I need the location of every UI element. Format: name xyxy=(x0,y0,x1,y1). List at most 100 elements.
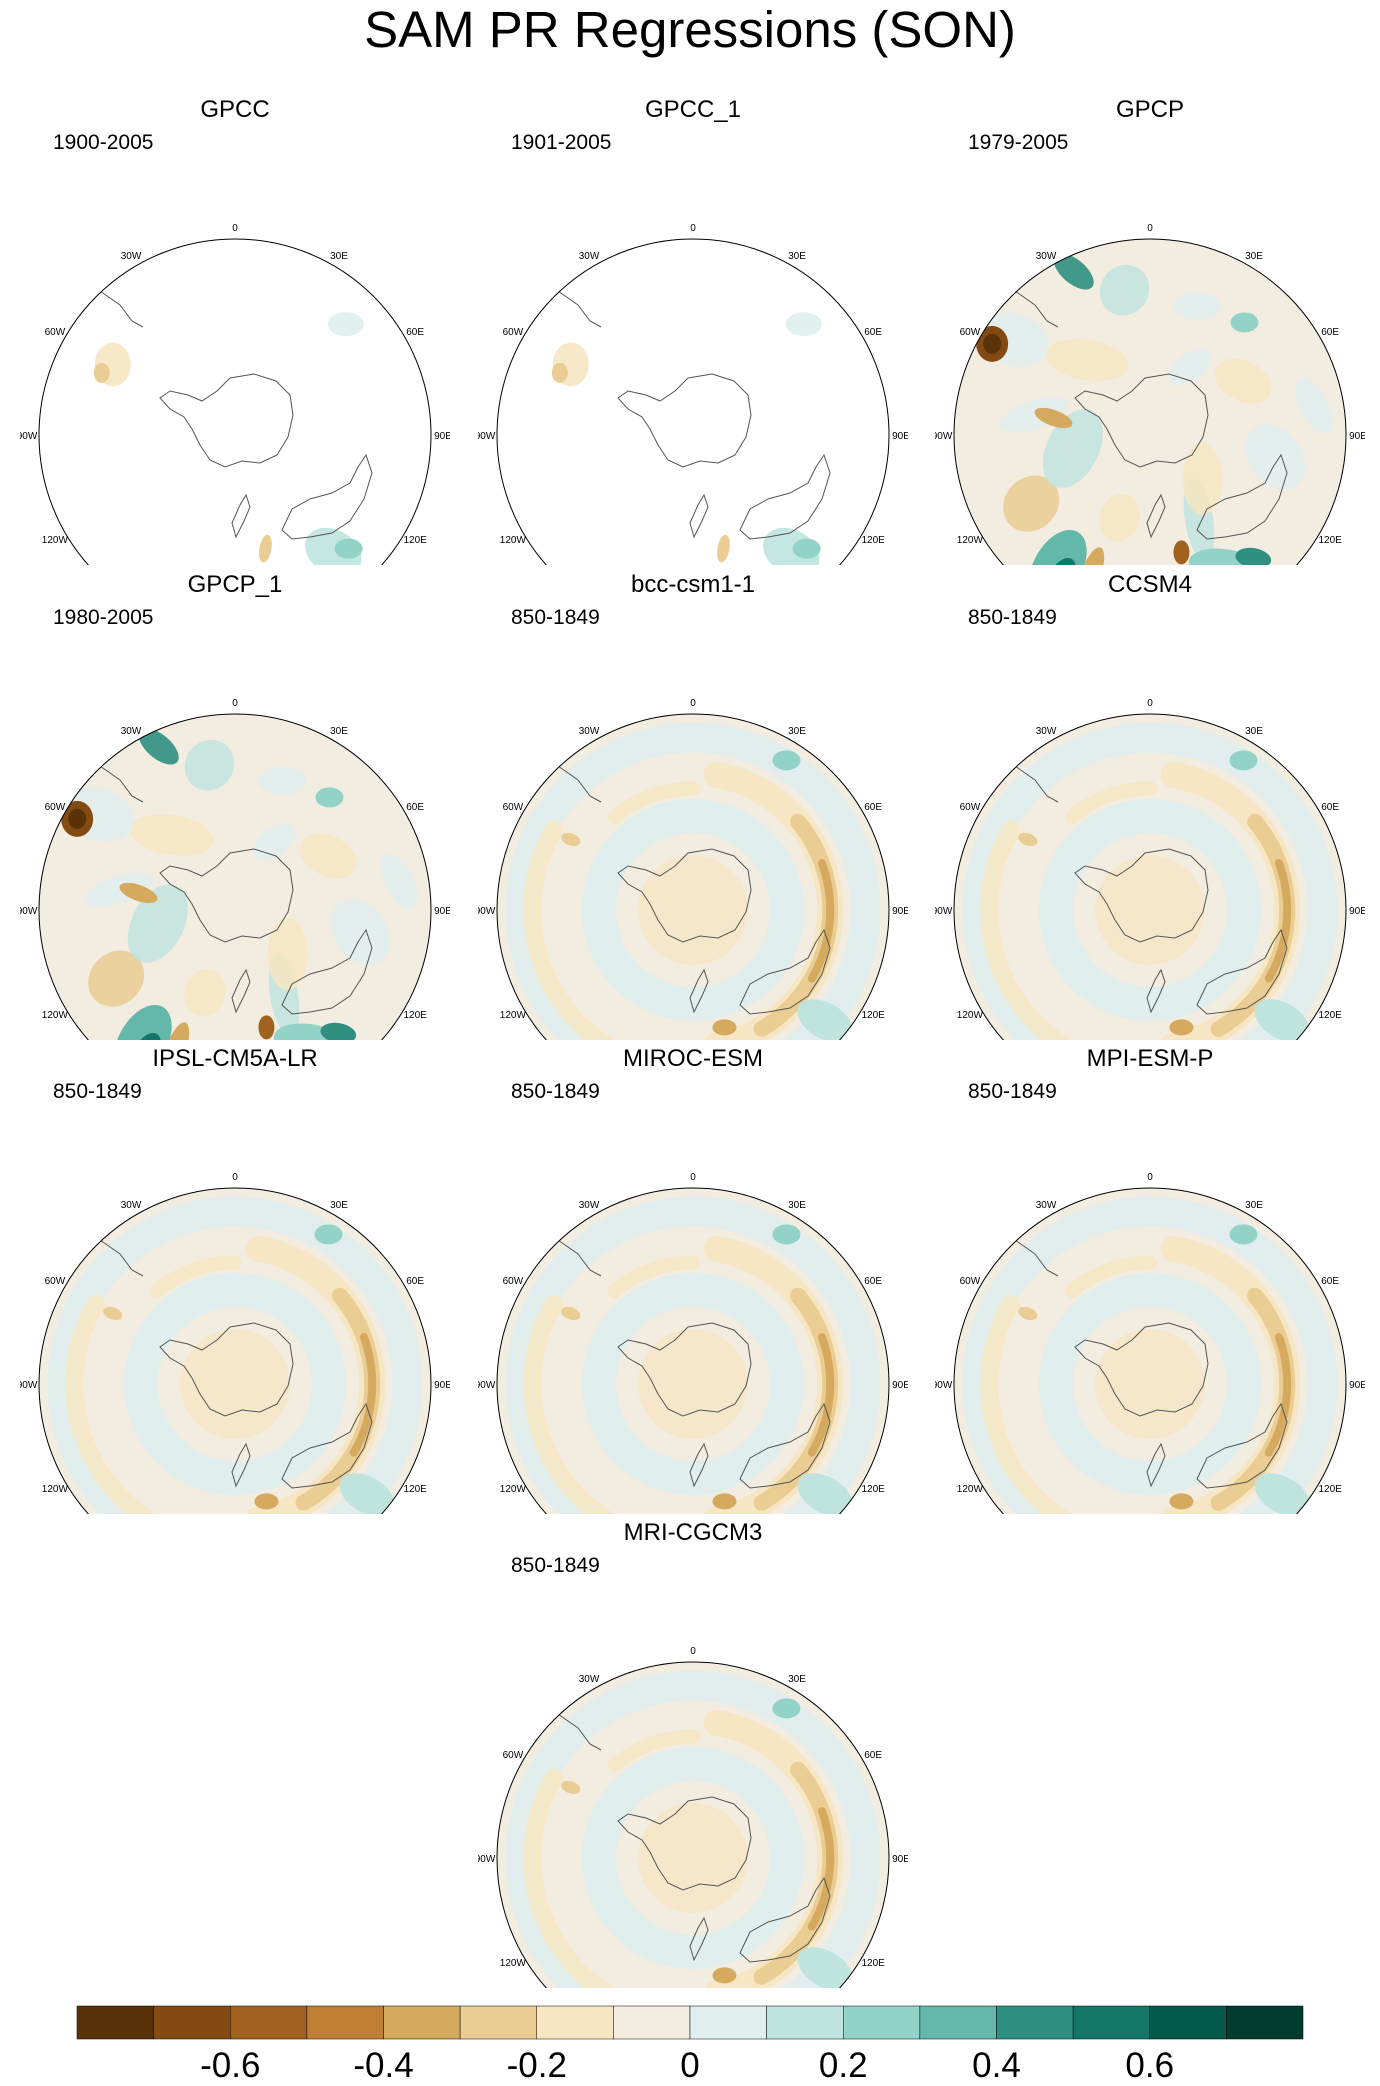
longitude-label: 60W xyxy=(45,802,66,813)
longitude-label: 60W xyxy=(960,327,981,338)
longitude-label: 0 xyxy=(690,223,696,234)
longitude-label: 90E xyxy=(892,1380,908,1391)
longitude-label: 60E xyxy=(864,1276,882,1287)
longitude-label: 90W xyxy=(478,906,496,917)
longitude-label: 90W xyxy=(935,906,953,917)
longitude-label: 30W xyxy=(121,1200,142,1211)
precip-field xyxy=(954,1188,1346,1514)
colorbar-box xyxy=(613,2005,691,2040)
map-outline xyxy=(953,1187,1347,1514)
longitude-label: 120E xyxy=(861,1010,885,1021)
colorbar-box xyxy=(843,2005,921,2040)
longitude-label: 0 xyxy=(1147,1172,1153,1183)
colorbar-tick-label: -0.2 xyxy=(507,2046,567,2085)
polar-map: 030E60E90E120E150E180150W120W90W60W30W xyxy=(20,223,450,565)
panel-title: GPCP xyxy=(1115,96,1184,123)
colorbar-box xyxy=(76,2005,154,2040)
longitude-label: 120W xyxy=(42,535,69,546)
longitude-label: 0 xyxy=(690,698,696,709)
longitude-label: 120E xyxy=(403,535,427,546)
longitude-label: 120E xyxy=(1318,1010,1342,1021)
longitude-label: 90W xyxy=(478,1380,496,1391)
longitude-label: 30E xyxy=(330,726,348,737)
longitude-label: 30E xyxy=(1245,1200,1263,1211)
panel-period: 850-1849 xyxy=(511,1554,600,1577)
longitude-label: 30E xyxy=(788,1200,806,1211)
longitude-label: 60E xyxy=(864,1750,882,1761)
polar-map: 030E60E90E120E150E180150W120W90W60W30W xyxy=(935,1172,1365,1514)
precip-field xyxy=(954,239,1346,565)
colorbar-box xyxy=(766,2005,844,2040)
longitude-label: 90E xyxy=(434,431,450,442)
longitude-label: 90E xyxy=(892,431,908,442)
figure-title: SAM PR Regressions (SON) xyxy=(364,1,1016,58)
longitude-label: 30W xyxy=(579,251,600,262)
map-panel: CCSM4850-1849030E60E90E120E150E180150W12… xyxy=(935,570,1365,1040)
longitude-label: 120E xyxy=(403,1010,427,1021)
colorbar-box xyxy=(1226,2005,1304,2040)
longitude-label: 60W xyxy=(503,1750,524,1761)
longitude-label: 0 xyxy=(1147,223,1153,234)
longitude-label: 30E xyxy=(788,1674,806,1685)
longitude-label: 120E xyxy=(1318,1484,1342,1495)
panel-period: 1901-2005 xyxy=(511,131,612,154)
map-panel: GPCC1900-2005030E60E90E120E150E180150W12… xyxy=(20,95,450,565)
map-outline xyxy=(38,1187,432,1514)
longitude-label: 120W xyxy=(500,535,527,546)
colorbar-box xyxy=(1149,2005,1227,2040)
longitude-label: 90W xyxy=(478,1854,496,1865)
longitude-label: 30E xyxy=(788,726,806,737)
longitude-label: 90E xyxy=(892,906,908,917)
longitude-label: 90E xyxy=(1349,431,1365,442)
longitude-label: 30W xyxy=(579,726,600,737)
longitude-label: 90E xyxy=(1349,906,1365,917)
longitude-label: 90E xyxy=(434,906,450,917)
longitude-label: 30W xyxy=(579,1674,600,1685)
longitude-label: 120W xyxy=(500,1484,527,1495)
panel-title: IPSL-CM5A-LR xyxy=(152,1045,318,1072)
polar-map: 030E60E90E120E150E180150W120W90W60W30W xyxy=(20,698,450,1040)
map-outline xyxy=(953,238,1347,565)
longitude-label: 0 xyxy=(232,223,238,234)
longitude-label: 60W xyxy=(503,802,524,813)
precip-field xyxy=(497,1188,889,1514)
longitude-label: 90W xyxy=(20,431,38,442)
colorbar-box xyxy=(383,2005,461,2040)
panel-period: 850-1849 xyxy=(968,1080,1057,1103)
longitude-label: 60E xyxy=(406,327,424,338)
panel-period: 850-1849 xyxy=(53,1080,142,1103)
colorbar-tick-label: -0.4 xyxy=(353,2046,413,2085)
panel-title: MIROC-ESM xyxy=(623,1045,763,1072)
longitude-label: 120W xyxy=(957,1010,984,1021)
precip-field xyxy=(39,239,431,565)
panel-title: GPCP_1 xyxy=(187,571,283,598)
polar-map: 030E60E90E120E150E180150W120W90W60W30W xyxy=(478,698,908,1040)
longitude-label: 60W xyxy=(45,1276,66,1287)
longitude-label: 60W xyxy=(503,1276,524,1287)
longitude-label: 120E xyxy=(861,1958,885,1969)
longitude-label: 90E xyxy=(434,1380,450,1391)
longitude-label: 120E xyxy=(1318,535,1342,546)
longitude-label: 30W xyxy=(1036,726,1057,737)
longitude-label: 30W xyxy=(579,1200,600,1211)
colorbar-box xyxy=(1072,2005,1150,2040)
longitude-label: 60E xyxy=(1321,1276,1339,1287)
polar-map: 030E60E90E120E150E180150W120W90W60W30W xyxy=(478,1646,908,1988)
colorbar-box xyxy=(536,2005,614,2040)
polar-map: 030E60E90E120E150E180150W120W90W60W30W xyxy=(935,698,1365,1040)
polar-map: 030E60E90E120E150E180150W120W90W60W30W xyxy=(478,1172,908,1514)
longitude-label: 120W xyxy=(957,535,984,546)
map-panel: GPCP_11980-2005030E60E90E120E150E180150W… xyxy=(20,570,450,1040)
longitude-label: 90W xyxy=(935,431,953,442)
longitude-label: 60E xyxy=(406,802,424,813)
map-outline xyxy=(496,238,890,565)
map-panel: MRI-CGCM3850-1849030E60E90E120E150E18015… xyxy=(478,1518,908,1988)
longitude-label: 120E xyxy=(861,1484,885,1495)
map-outline xyxy=(38,238,432,565)
precip-field xyxy=(39,1188,431,1514)
polar-map: 030E60E90E120E150E180150W120W90W60W30W xyxy=(478,223,908,565)
longitude-label: 90E xyxy=(1349,1380,1365,1391)
longitude-label: 30E xyxy=(330,251,348,262)
panel-period: 850-1849 xyxy=(968,606,1057,629)
colorbar-box xyxy=(153,2005,231,2040)
